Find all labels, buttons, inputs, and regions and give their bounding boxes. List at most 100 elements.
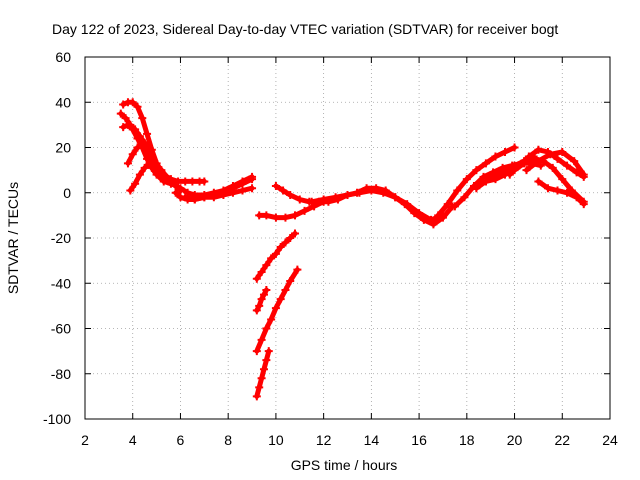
data-point	[415, 209, 424, 218]
data-point	[501, 148, 509, 157]
data-point	[472, 184, 481, 193]
data-point	[171, 181, 180, 190]
data-point	[228, 188, 237, 197]
data-point	[534, 157, 543, 166]
data-point	[238, 186, 247, 195]
series-arc-n	[252, 265, 302, 356]
data-point	[291, 211, 299, 220]
x-tick-label: 24	[602, 432, 618, 448]
x-tick-label: 2	[81, 432, 89, 448]
data-point	[255, 211, 264, 220]
data-point	[248, 172, 257, 181]
series-line	[535, 178, 587, 207]
series-arc-m	[252, 229, 299, 283]
data-point	[133, 102, 142, 111]
data-point	[579, 200, 588, 209]
data-point	[524, 152, 533, 161]
data-point	[331, 193, 340, 202]
series-arc-l	[307, 186, 447, 224]
series-arc-u	[505, 145, 588, 181]
data-point	[255, 383, 264, 392]
data-point	[267, 254, 276, 263]
axis-ticks: 2 4 6 8 10 12 14 16 18 20 22 24-100-80-60-40-200204…	[43, 49, 618, 448]
data-point	[200, 177, 209, 186]
y-tick-label: 20	[55, 140, 71, 156]
data-point	[522, 166, 531, 175]
data-point	[123, 120, 132, 129]
data-point	[281, 286, 290, 295]
data-point	[174, 177, 183, 186]
data-point	[159, 177, 168, 186]
data-point	[267, 315, 276, 324]
data-point	[563, 188, 572, 197]
data-point	[286, 234, 295, 242]
data-point	[572, 193, 581, 202]
x-tick-label: 22	[554, 432, 570, 448]
y-tick-label: 40	[55, 94, 71, 110]
data-point	[262, 286, 271, 295]
data-point	[131, 179, 140, 188]
data-point	[209, 193, 218, 202]
data-point	[286, 191, 295, 200]
data-point	[252, 306, 261, 315]
y-tick-label: 0	[63, 185, 71, 201]
data-point	[116, 109, 125, 118]
data-point	[252, 274, 261, 283]
data-point	[553, 154, 562, 163]
x-tick-label: 14	[364, 432, 380, 448]
x-tick-label: 4	[129, 432, 137, 448]
data-point	[143, 129, 152, 138]
data-point	[367, 186, 376, 195]
data-point	[505, 170, 514, 179]
data-point	[291, 229, 299, 238]
data-point	[190, 195, 199, 204]
series-arc-i	[181, 184, 257, 204]
data-point	[259, 290, 268, 299]
data-point	[133, 143, 142, 152]
data-point	[429, 220, 438, 229]
data-point	[126, 186, 135, 195]
data-point	[570, 157, 579, 166]
data-point	[472, 166, 481, 175]
data-point	[181, 177, 190, 186]
data-series	[116, 98, 588, 401]
data-point	[188, 177, 197, 186]
data-point	[259, 365, 268, 374]
series-line	[120, 122, 174, 187]
data-point	[166, 175, 175, 184]
data-point	[271, 249, 280, 258]
data-point	[138, 141, 147, 150]
data-point	[128, 125, 137, 134]
data-point	[271, 304, 280, 313]
data-point	[262, 356, 271, 365]
data-point	[121, 114, 130, 123]
x-tick-label: 16	[411, 432, 427, 448]
data-point	[238, 177, 247, 186]
data-point	[176, 184, 185, 193]
data-point	[379, 188, 388, 197]
data-point	[159, 170, 168, 179]
data-point	[553, 186, 562, 195]
data-point	[563, 161, 572, 170]
data-point	[510, 143, 519, 152]
data-point	[534, 177, 543, 186]
series-arc-w	[534, 177, 588, 209]
data-point	[286, 276, 295, 285]
data-point	[262, 211, 271, 220]
data-point	[558, 148, 567, 157]
data-point	[271, 181, 280, 190]
x-tick-label: 10	[268, 432, 284, 448]
y-tick-label: -100	[43, 411, 71, 427]
data-point	[307, 197, 316, 206]
data-point	[276, 295, 285, 304]
series-arc-q	[434, 143, 519, 220]
data-point	[515, 161, 524, 170]
data-point	[343, 191, 352, 200]
series-arc-j	[255, 197, 328, 222]
data-point	[228, 181, 237, 190]
data-point	[262, 324, 271, 333]
data-point	[355, 188, 364, 197]
data-point	[479, 172, 488, 181]
data-point	[319, 195, 328, 204]
x-axis-label: GPS time / hours	[291, 457, 398, 473]
